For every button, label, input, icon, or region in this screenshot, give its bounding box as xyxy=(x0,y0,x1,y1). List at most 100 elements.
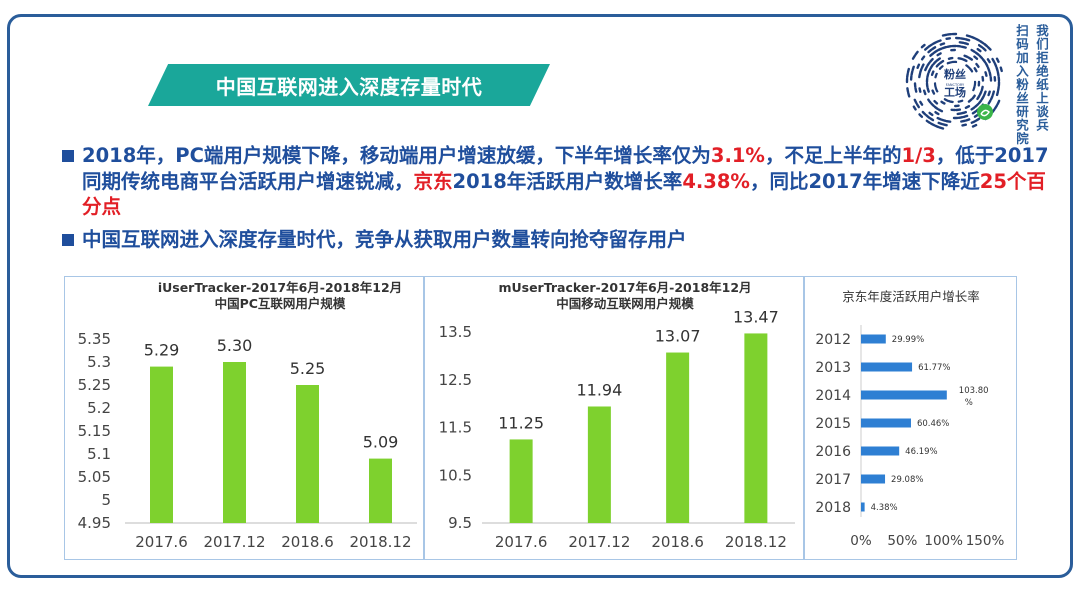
chart-subtitle: 中国PC互联网用户规模 xyxy=(215,296,346,311)
qr-dot xyxy=(987,90,991,97)
qr-dot xyxy=(936,39,942,43)
join-text: 扫码加入粉丝研究院 xyxy=(1014,24,1029,146)
qr-dot xyxy=(927,98,932,104)
qr-dot xyxy=(941,118,947,122)
qr-dot xyxy=(945,37,952,40)
qr-dot xyxy=(916,63,921,69)
qr-dot xyxy=(957,57,964,61)
qr-dot xyxy=(943,98,950,102)
qr-dot xyxy=(936,52,942,57)
qr-dot xyxy=(956,112,963,116)
banner-title: 中国互联网进入深度存量时代 xyxy=(215,74,483,99)
bar xyxy=(509,439,533,523)
qr-dot xyxy=(957,99,964,103)
data-label: 29.08% xyxy=(891,475,923,485)
data-label: 61.77% xyxy=(918,363,950,373)
qr-dot xyxy=(926,87,930,93)
qr-dot xyxy=(946,61,953,65)
qr-dot xyxy=(910,70,914,76)
qr-dot xyxy=(925,119,931,124)
qr-dot xyxy=(957,116,964,119)
highlight-text: 1/3 xyxy=(901,144,936,167)
bullet-item-1: 2018年，PC端用户规模下降，移动端用户增速放缓，下半年增长率仅为3.1%，不… xyxy=(60,143,1060,220)
qr-dot xyxy=(913,98,918,105)
data-label: 5.25 xyxy=(290,359,326,378)
qr-dot xyxy=(937,121,944,126)
qr-dot xyxy=(934,72,938,79)
qr-dot xyxy=(919,100,924,106)
qr-dot xyxy=(926,72,930,79)
qr-dot xyxy=(964,105,971,109)
qr-dot xyxy=(925,114,931,119)
y-tick-label: 5.2 xyxy=(87,399,111,417)
qr-dot xyxy=(994,104,999,110)
qr-dot xyxy=(939,59,945,65)
bar xyxy=(369,458,392,523)
x-tick-label: 2017.12 xyxy=(568,533,630,551)
y-tick-label: 11.5 xyxy=(439,419,472,437)
qr-dot xyxy=(934,124,940,129)
qr-dot xyxy=(979,40,985,45)
qr-dot xyxy=(983,42,989,48)
qr-dot xyxy=(907,91,911,98)
qr-dot xyxy=(986,58,991,64)
qr-dot xyxy=(906,67,910,74)
qr-dot xyxy=(961,110,967,115)
chart-title: iUserTracker-2017年6月-2018年12月 xyxy=(158,280,402,295)
qr-dot xyxy=(946,45,953,48)
qr-dot xyxy=(920,55,926,61)
y-tick-label: 5.1 xyxy=(87,445,111,463)
qr-dot xyxy=(911,65,915,72)
qr-dot xyxy=(984,71,988,77)
qr-dot xyxy=(933,82,937,88)
qr-dot xyxy=(947,56,954,60)
qr-dot xyxy=(971,123,978,128)
x-tick-label: 150% xyxy=(966,533,1005,549)
qr-dot xyxy=(980,95,985,101)
qr-dot xyxy=(961,45,967,49)
qr-dot xyxy=(930,102,935,108)
qr-dot xyxy=(976,47,982,53)
qr-dot xyxy=(970,106,976,111)
qr-dot xyxy=(975,62,980,68)
qr-dot xyxy=(914,87,918,93)
qr-dot xyxy=(970,120,977,124)
bar xyxy=(861,362,913,372)
qr-dot xyxy=(995,66,999,73)
qr-dot xyxy=(968,67,974,73)
bullet-text: ，不足上半年的 xyxy=(764,144,902,167)
qr-dot xyxy=(989,95,994,101)
qr-center xyxy=(936,63,974,101)
qr-dot xyxy=(932,60,938,66)
qr-dot xyxy=(967,98,973,103)
qr-dot xyxy=(973,113,979,118)
data-label-part: 103.80 xyxy=(959,386,989,396)
qr-dot xyxy=(997,85,1000,92)
mini-program-glyph xyxy=(980,109,990,117)
qr-dot xyxy=(964,118,971,122)
qr-dot xyxy=(936,116,942,121)
qr-dot xyxy=(915,103,920,109)
y-tick-label: 5.35 xyxy=(78,330,111,348)
qr-dot xyxy=(971,110,977,115)
qr-dot xyxy=(977,99,983,105)
qr-dot xyxy=(931,41,938,46)
qr-dot xyxy=(963,42,969,46)
qr-dot xyxy=(926,61,931,67)
data-label-part: % xyxy=(965,398,973,408)
qr-dot xyxy=(964,38,971,42)
qr-dot xyxy=(930,70,935,76)
qr-dot xyxy=(906,87,910,93)
qr-dot xyxy=(961,123,967,127)
qr-dot xyxy=(921,110,927,116)
pc-users-chart-svg: iUserTracker-2017年6月-2018年12月中国PC互联网用户规模… xyxy=(78,280,417,551)
qr-dot xyxy=(983,90,987,97)
slogan-text: 我们拒绝纸上谈兵 xyxy=(1034,24,1049,132)
qr-dot xyxy=(945,120,952,123)
qr-dot xyxy=(929,57,934,63)
bullet-text: ，同比2017年增速下降近 xyxy=(749,169,980,193)
x-tick-label: 2018.6 xyxy=(651,533,704,551)
pc-users-chart: iUserTracker-2017年6月-2018年12月 中国PC互联网用户规模… xyxy=(64,276,424,560)
qr-dot xyxy=(937,108,944,113)
chart-title: mUserTracker-2017年6月-2018年12月 xyxy=(498,280,751,295)
